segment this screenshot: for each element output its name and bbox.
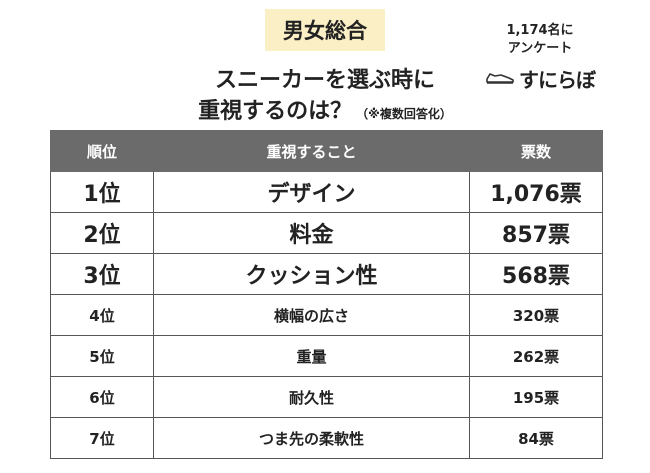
- votes-cell: 84票: [469, 417, 603, 459]
- table-row: 5位 重量 262票: [50, 335, 603, 377]
- sneaker-icon: [486, 73, 514, 84]
- survey-count: 1,174名に: [506, 23, 574, 38]
- table-row: 2位 料金 857票: [50, 212, 603, 254]
- item-cell: 料金: [153, 212, 470, 254]
- rank-cell: 2位: [50, 212, 154, 254]
- table-row: 7位 つま先の柔軟性 84票: [50, 417, 603, 459]
- page-title-line2: 重視するのは？ （※複数回答化）: [0, 93, 650, 125]
- item-cell: 耐久性: [153, 376, 470, 418]
- item-cell: 横幅の広さ: [153, 294, 470, 336]
- title-note: （※複数回答化）: [356, 107, 452, 121]
- table-row: 4位 横幅の広さ 320票: [50, 294, 603, 336]
- item-cell: デザイン: [153, 171, 470, 213]
- votes-cell: 1,076票: [469, 171, 603, 213]
- survey-info: 1,174名に アンケート: [470, 22, 610, 58]
- survey-label: アンケート: [507, 41, 573, 56]
- header-item: 重視すること: [153, 130, 470, 172]
- brand-name: すにらぼ: [519, 67, 596, 92]
- rank-cell: 5位: [50, 335, 154, 377]
- brand-logo: すにらぼ: [470, 66, 610, 92]
- header-votes: 票数: [469, 130, 603, 172]
- rank-cell: 6位: [50, 376, 154, 418]
- category-badge: 男女総合: [265, 9, 385, 51]
- item-cell: つま先の柔軟性: [153, 417, 470, 459]
- table-header-row: 順位 重視すること 票数: [50, 130, 603, 172]
- votes-cell: 262票: [469, 335, 603, 377]
- page-title-line1: スニーカーを選ぶ時に: [214, 68, 435, 93]
- page-title-main: 重視するのは？: [198, 99, 353, 124]
- rank-cell: 7位: [50, 417, 154, 459]
- votes-cell: 568票: [469, 253, 603, 295]
- item-cell: 重量: [153, 335, 470, 377]
- rank-cell: 1位: [50, 171, 154, 213]
- table-row: 1位 デザイン 1,076票: [50, 171, 603, 213]
- table-row: 6位 耐久性 195票: [50, 376, 603, 418]
- ranking-table: 順位 重視すること 票数 1位 デザイン 1,076票 2位 料金 857票 3…: [50, 130, 603, 459]
- votes-cell: 320票: [469, 294, 603, 336]
- votes-cell: 195票: [469, 376, 603, 418]
- votes-cell: 857票: [469, 212, 603, 254]
- table-row: 3位 クッション性 568票: [50, 253, 603, 295]
- item-cell: クッション性: [153, 253, 470, 295]
- rank-cell: 3位: [50, 253, 154, 295]
- rank-cell: 4位: [50, 294, 154, 336]
- header-rank: 順位: [50, 130, 154, 172]
